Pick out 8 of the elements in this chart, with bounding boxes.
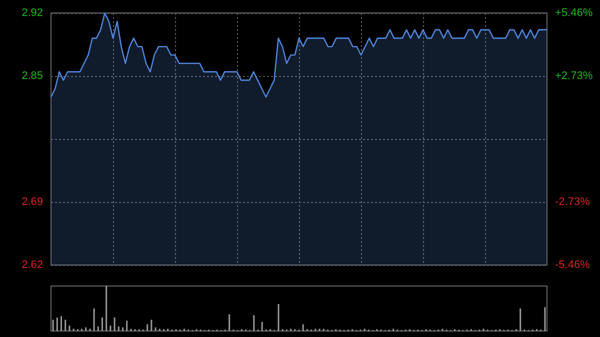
y-tick-label: 2.69	[22, 196, 43, 208]
y2-tick-label: -5.46%	[555, 259, 590, 271]
y2-tick-label: -2.73%	[555, 196, 590, 208]
y2-tick-label: +2.73%	[555, 70, 593, 82]
y-tick-label: 2.62	[22, 259, 43, 271]
y2-tick-label: +5.46%	[555, 7, 593, 19]
y-tick-label: 2.92	[22, 7, 43, 19]
y-tick-label: 2.85	[22, 70, 43, 82]
